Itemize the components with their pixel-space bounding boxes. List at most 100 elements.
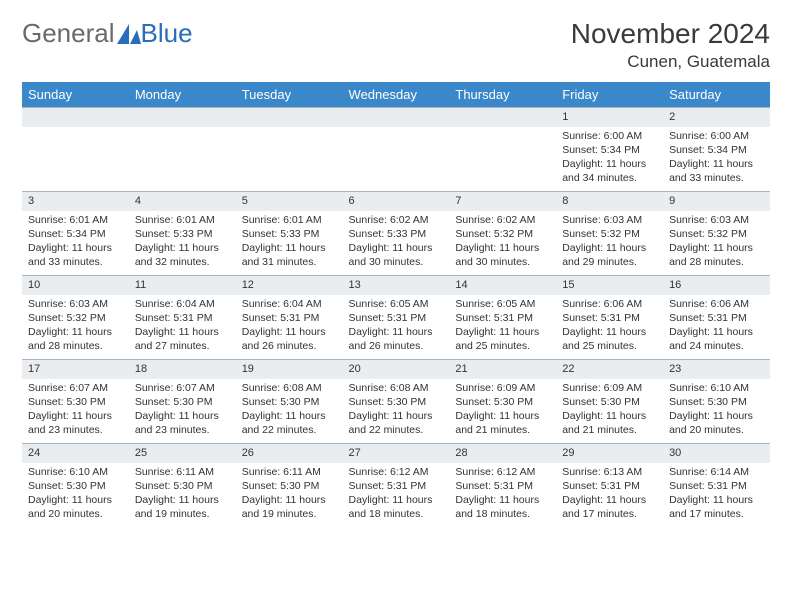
sunrise-text: Sunrise: 6:02 AM <box>455 213 550 227</box>
calendar-week-row: 24Sunrise: 6:10 AMSunset: 5:30 PMDayligh… <box>22 443 770 527</box>
daylight-text: Daylight: 11 hours and 33 minutes. <box>669 157 764 185</box>
day-body: Sunrise: 6:08 AMSunset: 5:30 PMDaylight:… <box>343 379 450 442</box>
sunrise-text: Sunrise: 6:07 AM <box>135 381 230 395</box>
daylight-text: Daylight: 11 hours and 21 minutes. <box>455 409 550 437</box>
daylight-text: Daylight: 11 hours and 22 minutes. <box>349 409 444 437</box>
daylight-text: Daylight: 11 hours and 26 minutes. <box>242 325 337 353</box>
calendar-day-cell: 20Sunrise: 6:08 AMSunset: 5:30 PMDayligh… <box>343 359 450 443</box>
calendar-day-cell: 18Sunrise: 6:07 AMSunset: 5:30 PMDayligh… <box>129 359 236 443</box>
calendar-day-cell: 7Sunrise: 6:02 AMSunset: 5:32 PMDaylight… <box>449 191 556 275</box>
calendar-table: Sunday Monday Tuesday Wednesday Thursday… <box>22 82 770 527</box>
daylight-text: Daylight: 11 hours and 29 minutes. <box>562 241 657 269</box>
daylight-text: Daylight: 11 hours and 28 minutes. <box>669 241 764 269</box>
sunset-text: Sunset: 5:31 PM <box>455 311 550 325</box>
day-number: 5 <box>236 191 343 211</box>
sunset-text: Sunset: 5:30 PM <box>669 395 764 409</box>
sunset-text: Sunset: 5:33 PM <box>349 227 444 241</box>
day-body: Sunrise: 6:11 AMSunset: 5:30 PMDaylight:… <box>129 463 236 526</box>
sunset-text: Sunset: 5:33 PM <box>242 227 337 241</box>
day-number: 7 <box>449 191 556 211</box>
daylight-text: Daylight: 11 hours and 33 minutes. <box>28 241 123 269</box>
calendar-day-cell: 1 Sunrise: 6:00 AMSunset: 5:34 PMDaylight… <box>556 107 663 191</box>
day-body: Sunrise: 6:02 AMSunset: 5:33 PMDaylight:… <box>343 211 450 274</box>
day-body: Sunrise: 6:05 AMSunset: 5:31 PMDaylight:… <box>343 295 450 358</box>
weekday-header: Thursday <box>449 82 556 107</box>
calendar-day-cell: 10Sunrise: 6:03 AMSunset: 5:32 PMDayligh… <box>22 275 129 359</box>
sunrise-text: Sunrise: 6:08 AM <box>349 381 444 395</box>
sunset-text: Sunset: 5:31 PM <box>562 479 657 493</box>
day-number: 26 <box>236 443 343 463</box>
daylight-text: Daylight: 11 hours and 25 minutes. <box>455 325 550 353</box>
day-number <box>22 107 129 127</box>
day-body: Sunrise: 6:01 AMSunset: 5:33 PMDaylight:… <box>236 211 343 274</box>
sunset-text: Sunset: 5:30 PM <box>242 479 337 493</box>
sunset-text: Sunset: 5:32 PM <box>669 227 764 241</box>
sunset-text: Sunset: 5:32 PM <box>455 227 550 241</box>
day-body: Sunrise: 6:12 AMSunset: 5:31 PMDaylight:… <box>449 463 556 526</box>
calendar-day-cell: 9Sunrise: 6:03 AMSunset: 5:32 PMDaylight… <box>663 191 770 275</box>
daylight-text: Daylight: 11 hours and 17 minutes. <box>669 493 764 521</box>
weekday-header: Monday <box>129 82 236 107</box>
day-number: 1 <box>556 107 663 127</box>
calendar-day-cell: 3Sunrise: 6:01 AMSunset: 5:34 PMDaylight… <box>22 191 129 275</box>
sunrise-text: Sunrise: 6:11 AM <box>135 465 230 479</box>
day-number: 12 <box>236 275 343 295</box>
calendar-day-cell: 14Sunrise: 6:05 AMSunset: 5:31 PMDayligh… <box>449 275 556 359</box>
day-number: 10 <box>22 275 129 295</box>
sunset-text: Sunset: 5:31 PM <box>669 479 764 493</box>
sunset-text: Sunset: 5:30 PM <box>349 395 444 409</box>
sunrise-text: Sunrise: 6:08 AM <box>242 381 337 395</box>
calendar-day-cell: 24Sunrise: 6:10 AMSunset: 5:30 PMDayligh… <box>22 443 129 527</box>
day-number: 11 <box>129 275 236 295</box>
daylight-text: Daylight: 11 hours and 23 minutes. <box>135 409 230 437</box>
day-body: Sunrise: 6:11 AMSunset: 5:30 PMDaylight:… <box>236 463 343 526</box>
title-block: November 2024 Cunen, Guatemala <box>571 18 770 72</box>
calendar-day-cell <box>129 107 236 191</box>
day-number: 17 <box>22 359 129 379</box>
calendar-day-cell: 16Sunrise: 6:06 AMSunset: 5:31 PMDayligh… <box>663 275 770 359</box>
sunset-text: Sunset: 5:30 PM <box>135 395 230 409</box>
sunset-text: Sunset: 5:30 PM <box>455 395 550 409</box>
calendar-day-cell: 27Sunrise: 6:12 AMSunset: 5:31 PMDayligh… <box>343 443 450 527</box>
day-number: 15 <box>556 275 663 295</box>
calendar-day-cell: 4Sunrise: 6:01 AMSunset: 5:33 PMDaylight… <box>129 191 236 275</box>
sunset-text: Sunset: 5:34 PM <box>562 143 657 157</box>
day-body: Sunrise: 6:13 AMSunset: 5:31 PMDaylight:… <box>556 463 663 526</box>
calendar-day-cell <box>449 107 556 191</box>
daylight-text: Daylight: 11 hours and 20 minutes. <box>669 409 764 437</box>
sunset-text: Sunset: 5:31 PM <box>349 479 444 493</box>
day-number: 13 <box>343 275 450 295</box>
day-number: 27 <box>343 443 450 463</box>
daylight-text: Daylight: 11 hours and 23 minutes. <box>28 409 123 437</box>
daylight-text: Daylight: 11 hours and 34 minutes. <box>562 157 657 185</box>
calendar-day-cell: 15Sunrise: 6:06 AMSunset: 5:31 PMDayligh… <box>556 275 663 359</box>
sunset-text: Sunset: 5:31 PM <box>562 311 657 325</box>
calendar-day-cell <box>343 107 450 191</box>
day-number <box>236 107 343 127</box>
daylight-text: Daylight: 11 hours and 27 minutes. <box>135 325 230 353</box>
weekday-header-row: Sunday Monday Tuesday Wednesday Thursday… <box>22 82 770 107</box>
day-body: Sunrise: 6:01 AMSunset: 5:34 PMDaylight:… <box>22 211 129 274</box>
sunrise-text: Sunrise: 6:05 AM <box>349 297 444 311</box>
sunset-text: Sunset: 5:30 PM <box>562 395 657 409</box>
calendar-day-cell: 26Sunrise: 6:11 AMSunset: 5:30 PMDayligh… <box>236 443 343 527</box>
sunset-text: Sunset: 5:33 PM <box>135 227 230 241</box>
day-number: 20 <box>343 359 450 379</box>
calendar-day-cell: 6Sunrise: 6:02 AMSunset: 5:33 PMDaylight… <box>343 191 450 275</box>
day-number: 22 <box>556 359 663 379</box>
weekday-header: Saturday <box>663 82 770 107</box>
sunrise-text: Sunrise: 6:11 AM <box>242 465 337 479</box>
sunrise-text: Sunrise: 6:09 AM <box>455 381 550 395</box>
day-number: 14 <box>449 275 556 295</box>
sunrise-text: Sunrise: 6:00 AM <box>669 129 764 143</box>
sunset-text: Sunset: 5:32 PM <box>562 227 657 241</box>
sunrise-text: Sunrise: 6:00 AM <box>562 129 657 143</box>
sunrise-text: Sunrise: 6:01 AM <box>242 213 337 227</box>
logo: General Blue <box>22 18 193 49</box>
daylight-text: Daylight: 11 hours and 20 minutes. <box>28 493 123 521</box>
calendar-week-row: 10Sunrise: 6:03 AMSunset: 5:32 PMDayligh… <box>22 275 770 359</box>
calendar-day-cell <box>22 107 129 191</box>
day-body: Sunrise: 6:09 AMSunset: 5:30 PMDaylight:… <box>556 379 663 442</box>
calendar-day-cell: 8Sunrise: 6:03 AMSunset: 5:32 PMDaylight… <box>556 191 663 275</box>
sunrise-text: Sunrise: 6:03 AM <box>669 213 764 227</box>
